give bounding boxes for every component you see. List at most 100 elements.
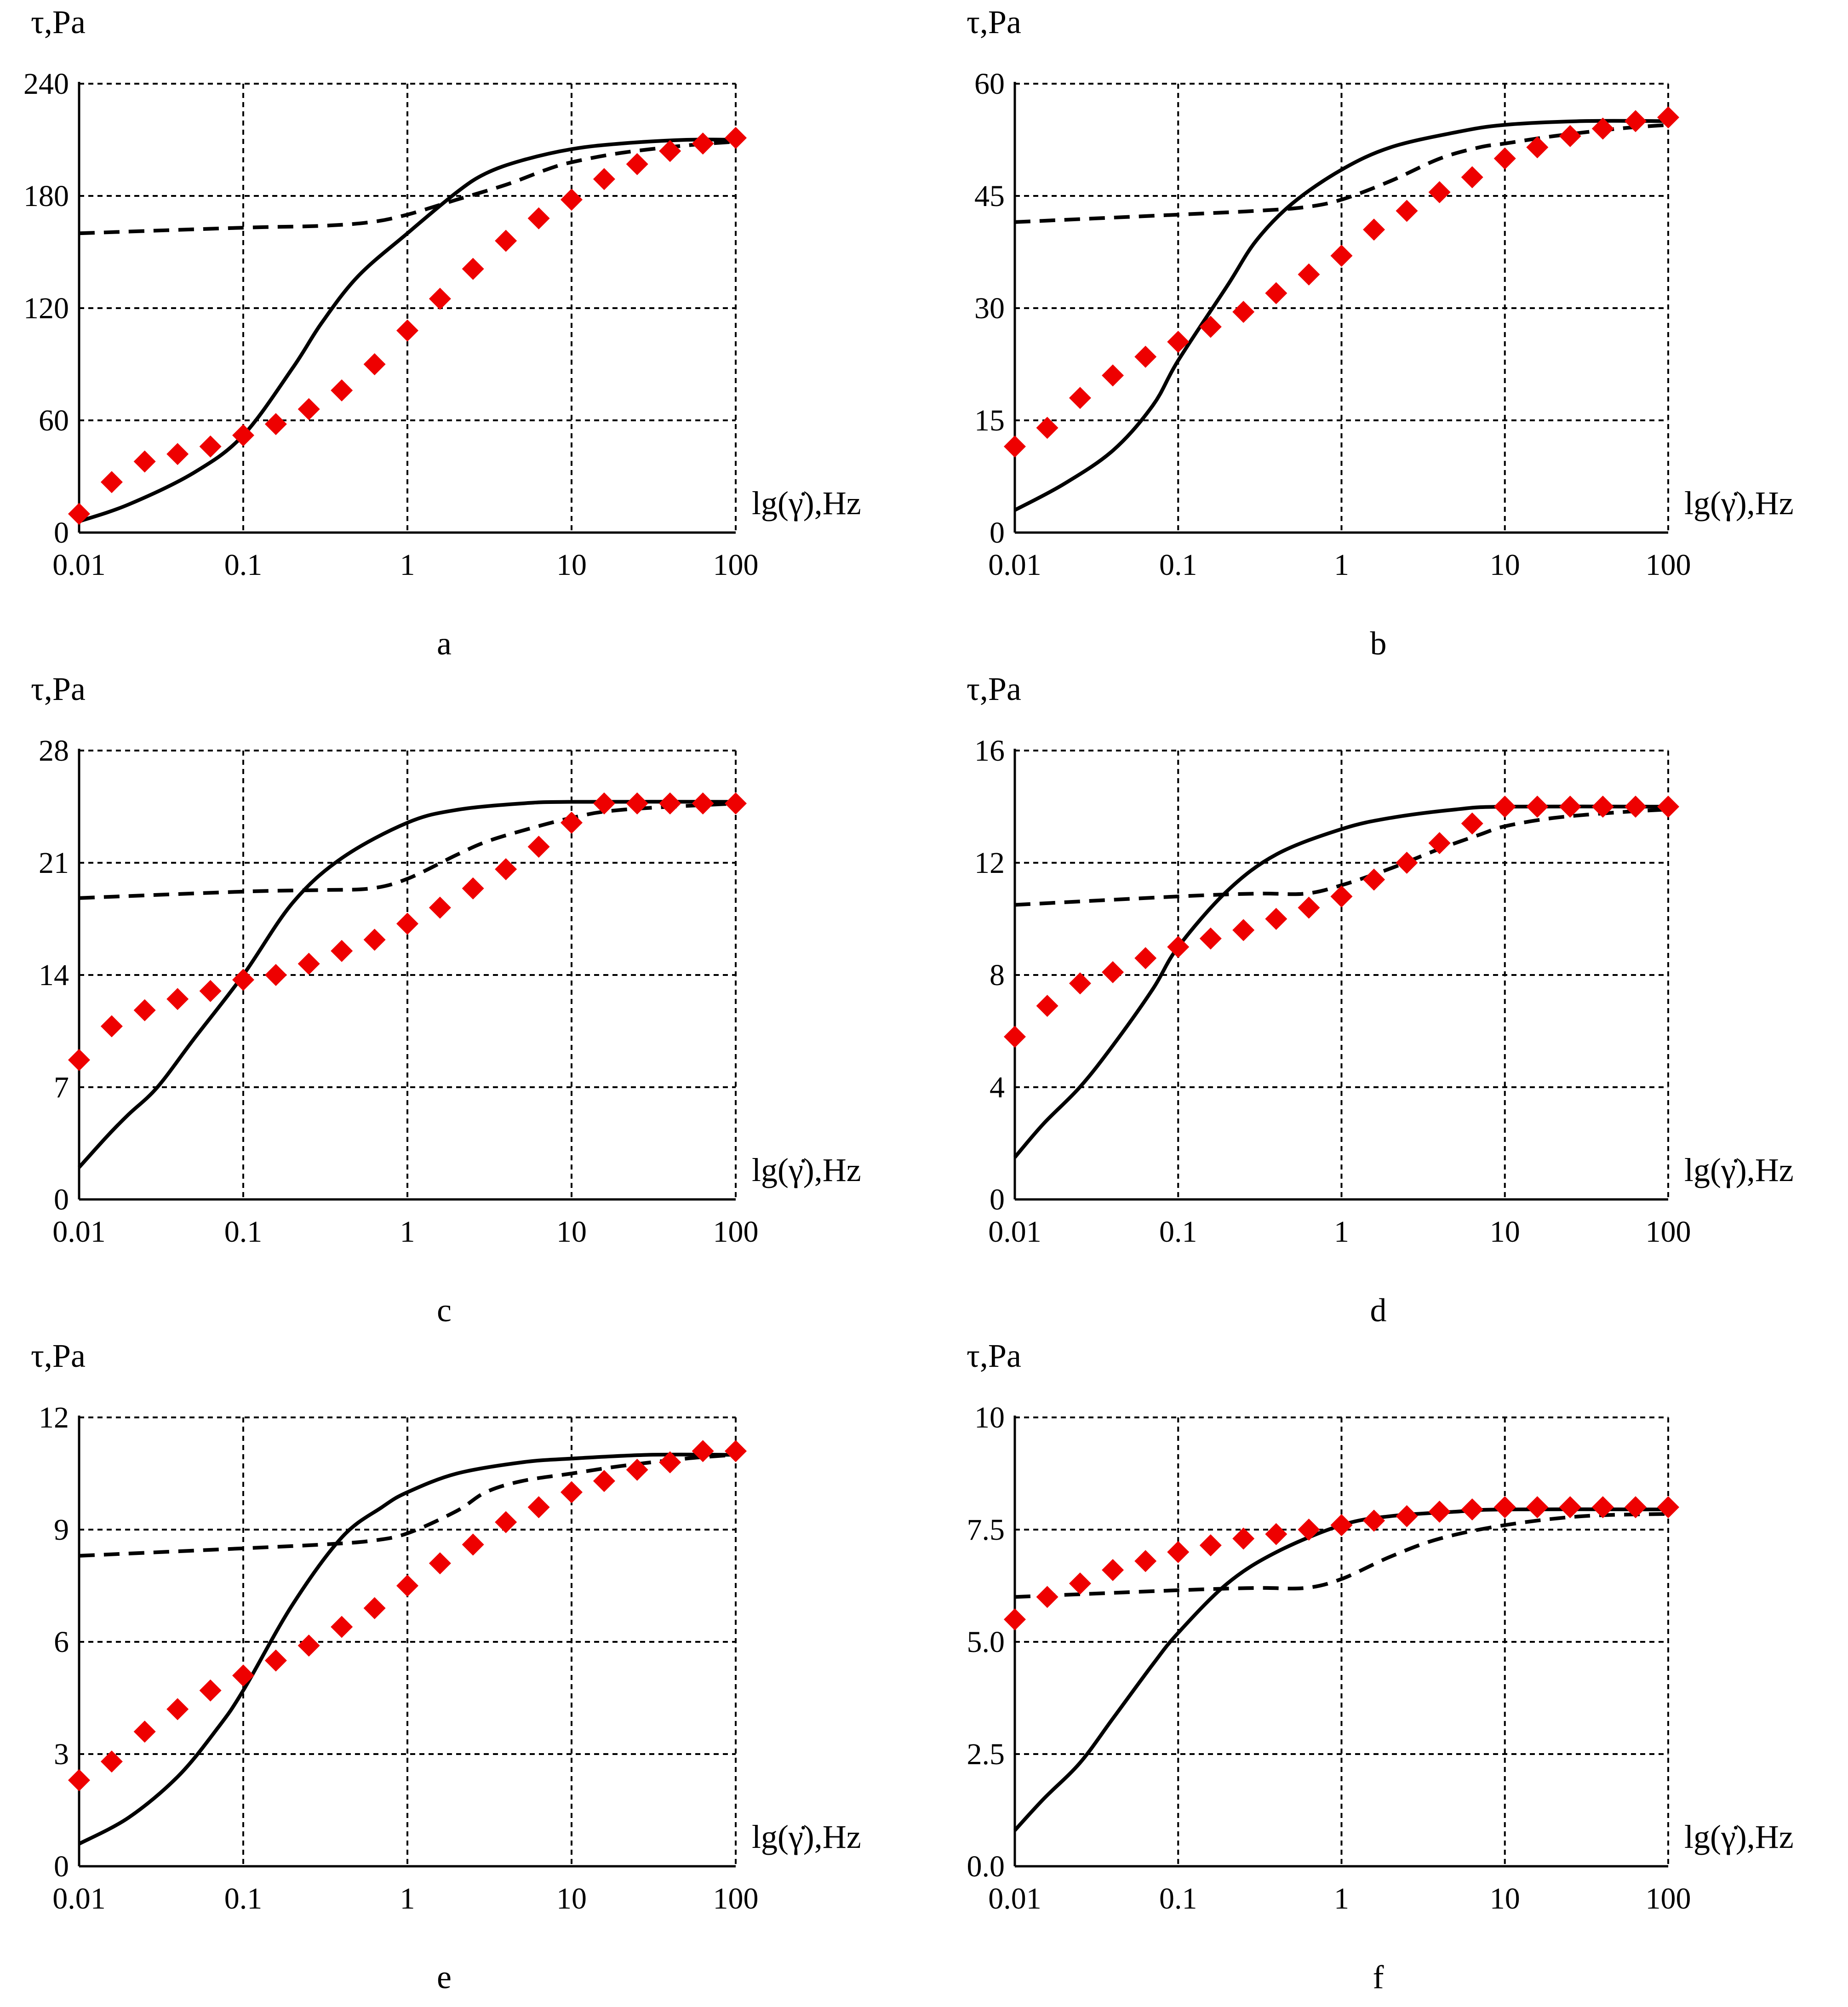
x-tick-label: 0.1 [1159,1882,1197,1915]
data-point-marker [166,443,189,465]
panel-label: b [1370,625,1387,662]
x-axis-title: lg(γ̇),Hz [1684,485,1794,522]
x-axis-title: lg(γ̇),Hz [1684,1152,1794,1188]
y-tick-label: 60 [39,404,69,437]
data-point-marker [1559,1496,1581,1519]
x-axis-title: lg(γ̇),Hz [752,1818,861,1855]
data-point-marker [331,1616,353,1638]
data-point-marker [1167,331,1190,353]
data-point-marker [298,398,320,420]
data-point-marker [429,896,451,919]
data-point-marker [1461,812,1483,835]
y-tick-label: 0 [990,1183,1005,1216]
y-tick-label: 7.5 [967,1513,1005,1547]
data-point-marker [1134,345,1157,368]
data-point-marker [1199,1534,1222,1557]
y-tick-label: 9 [54,1513,69,1547]
x-tick-label: 100 [713,1215,759,1249]
x-tick-label: 0.1 [224,548,263,582]
data-point-marker [1167,936,1190,958]
y-tick-label: 12 [974,846,1005,880]
data-point-marker [1330,885,1353,908]
data-point-marker [626,792,648,815]
data-point-marker [1134,1550,1157,1572]
data-point-marker [692,792,714,815]
data-point-marker [100,471,123,493]
x-tick-label: 0.1 [1159,548,1197,582]
data-point-marker [199,1679,222,1702]
data-point-marker [1526,796,1549,818]
data-point-marker [1624,1496,1647,1519]
y-tick-label: 21 [39,846,69,880]
x-tick-label: 100 [1646,1882,1691,1915]
data-point-marker [396,1575,418,1597]
data-point-marker [166,1698,189,1720]
data-point-marker [462,877,484,900]
data-point-marker [1428,832,1451,854]
data-point-marker [527,1496,550,1519]
x-tick-label: 0.01 [52,1882,106,1915]
x-tick-label: 0.01 [988,548,1041,582]
data-point-marker [1461,1498,1483,1521]
y-axis-title: τ,Pa [31,4,86,40]
data-point-marker [1493,147,1516,170]
data-point-marker [331,379,353,401]
data-point-marker [725,792,747,815]
x-tick-label: 100 [713,1882,759,1915]
data-point-marker [1298,1519,1320,1541]
data-point-marker [462,258,484,280]
data-point-marker [264,1649,287,1672]
data-point-marker [396,319,418,342]
panel-label: a [437,625,452,662]
data-point-marker [264,964,287,986]
data-point-marker [232,969,254,991]
data-point-marker [1657,796,1679,818]
data-point-marker [1428,1500,1451,1523]
y-tick-label: 16 [974,734,1005,768]
panel-label: f [1373,1959,1384,1996]
data-point-marker [68,503,90,525]
data-point-marker [1036,417,1058,439]
experimental-points-series [68,792,747,1071]
data-point-marker [527,836,550,858]
x-tick-label: 1 [1334,1215,1349,1249]
data-point-marker [133,1720,156,1743]
y-tick-label: 0.0 [967,1850,1005,1883]
solid-curve-series [78,138,736,523]
data-point-marker [495,229,517,252]
x-tick-label: 10 [1490,1882,1520,1915]
x-tick-label: 1 [400,548,415,582]
x-tick-label: 0.1 [224,1882,263,1915]
solid-curve-series [1014,119,1669,512]
panel-d: 0 4 8 12 16 0.01 0.1 1 10 100 τ,Pa lg(γ̇),Hz d [967,671,1794,1329]
y-tick-label: 0 [990,516,1005,550]
panel-a: 0 60 120 180 240 0.01 0.1 1 10 100 τ,Pa lg(γ̇),Hz a [23,4,861,662]
data-point-marker [1591,117,1614,140]
data-point-marker [1330,245,1353,267]
y-axis-title: τ,Pa [31,671,86,707]
data-point-marker [1298,896,1320,919]
x-tick-label: 10 [556,1882,587,1915]
y-tick-label: 0 [54,516,69,550]
y-tick-label: 28 [39,734,69,768]
data-point-marker [1004,435,1026,458]
data-point-marker [1493,1496,1516,1519]
y-tick-label: 2.5 [967,1737,1005,1771]
data-point-marker [429,1552,451,1575]
dashed-curve-series [79,802,736,900]
data-point-marker [1004,1026,1026,1048]
data-point-marker [1232,1527,1255,1550]
data-point-marker [659,792,681,815]
data-point-marker [561,811,583,834]
y-tick-label: 10 [974,1401,1005,1434]
solid-curve-series [1013,804,1669,1159]
data-point-marker [1069,1572,1091,1595]
x-tick-label: 0.1 [1159,1215,1197,1249]
data-point-marker [1591,796,1614,818]
data-point-marker [561,1481,583,1503]
x-tick-label: 100 [1646,1215,1691,1249]
x-axis-title: lg(γ̇),Hz [752,485,861,522]
data-point-marker [1526,136,1549,159]
y-tick-label: 240 [23,67,69,101]
data-point-marker [199,980,222,1002]
